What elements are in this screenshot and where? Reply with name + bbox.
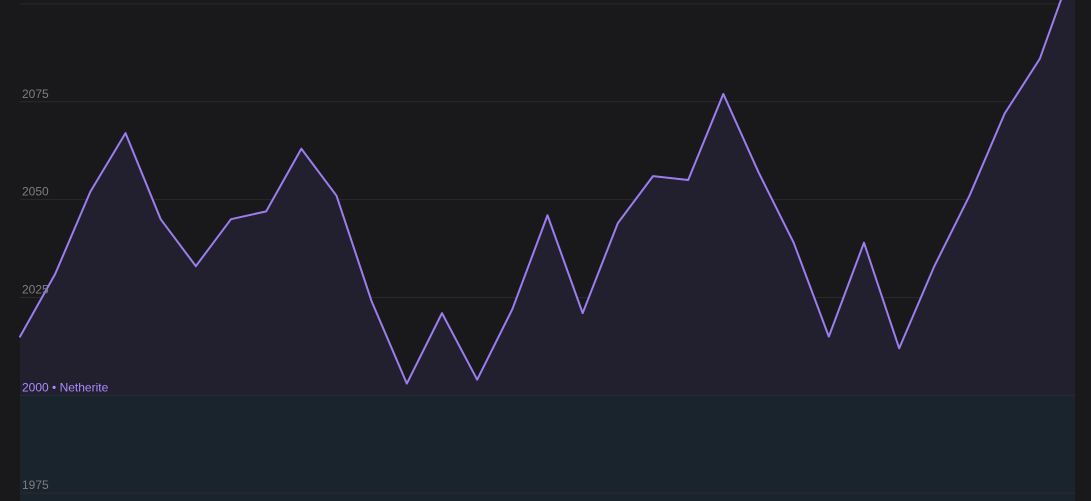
line-layer [19,0,1062,385]
y-tick-label-2075: 2075 [22,87,49,101]
y-tick-label-1975: 1975 [22,478,49,492]
area-layer [20,0,1075,396]
series-area [20,0,1075,396]
threshold-band-layer [20,395,1075,501]
series-line [19,0,1062,385]
y-tick-label-2025: 2025 [22,282,49,296]
threshold-band [20,395,1075,501]
label-layer: 2100 2075 2050 2025 1975 2000 • Netherite [22,0,109,492]
threshold-label: 2000 • Netherite [22,380,109,394]
y-tick-label-2050: 2050 [22,185,49,199]
y-tick-label-2100: 2100 [22,0,49,3]
